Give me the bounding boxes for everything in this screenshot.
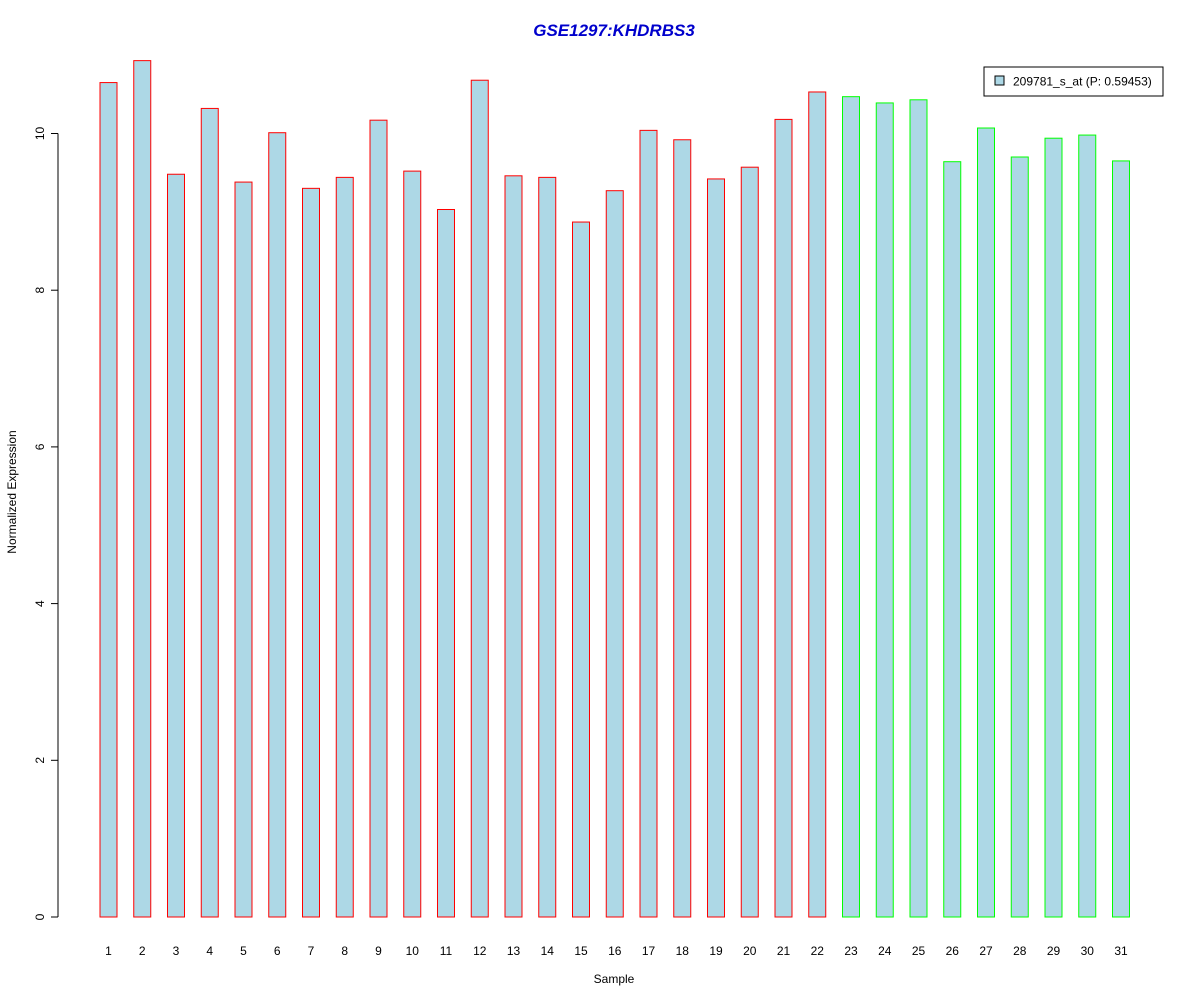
x-tick-label: 29 [1047, 944, 1061, 958]
bar [437, 208, 455, 918]
legend-swatch [994, 75, 1005, 86]
x-tick-label: 18 [676, 944, 690, 958]
x-tick-label: 19 [709, 944, 723, 958]
y-tick-label: 2 [33, 757, 47, 764]
x-axis-label: Sample [594, 972, 635, 986]
bar [1044, 137, 1063, 918]
x-axis-tick-labels: 1 2 3 4 5 6 7 8 9 10 11 12 13 14 15 16 17 18 19 20 21 22 23 24 2… [105, 944, 1128, 958]
bars [99, 60, 1130, 918]
y-axis-label: Normalized Expression [5, 430, 19, 553]
bar [875, 102, 894, 918]
bar [470, 79, 489, 918]
x-tick-label: 12 [473, 944, 487, 958]
x-tick-label: 1 [105, 944, 112, 958]
bar [707, 178, 725, 918]
legend-label: 209781_s_at (P: 0.59453) [1013, 75, 1152, 89]
bar [538, 176, 557, 918]
x-tick-label: 15 [574, 944, 588, 958]
x-tick-label: 6 [274, 944, 281, 958]
bar [268, 132, 287, 918]
x-tick-label: 21 [777, 944, 791, 958]
bar [977, 127, 995, 918]
bar [572, 221, 590, 918]
x-tick-label: 13 [507, 944, 521, 958]
bar [774, 118, 793, 918]
bar [99, 82, 118, 918]
x-tick-label: 23 [844, 944, 858, 958]
x-tick-label: 28 [1013, 944, 1027, 958]
x-tick-label: 4 [206, 944, 213, 958]
y-tick-label: 10 [33, 127, 47, 141]
x-tick-label: 5 [240, 944, 247, 958]
x-tick-label: 31 [1114, 944, 1128, 958]
x-tick-label: 20 [743, 944, 757, 958]
x-tick-label: 30 [1081, 944, 1095, 958]
x-tick-label: 16 [608, 944, 622, 958]
bar [909, 99, 928, 918]
bar [842, 96, 860, 918]
bar [302, 187, 320, 918]
bar [1112, 160, 1130, 918]
chart-title: GSE1297:KHDRBS3 [533, 21, 695, 40]
x-tick-label: 2 [139, 944, 146, 958]
x-tick-label: 10 [406, 944, 420, 958]
bar [605, 190, 624, 918]
y-tick-label: 4 [33, 600, 47, 607]
bar [639, 129, 658, 918]
bar [504, 175, 523, 918]
y-tick-label: 8 [33, 287, 47, 294]
bar [369, 119, 388, 918]
x-tick-label: 26 [946, 944, 960, 958]
bar [740, 166, 759, 918]
y-tick-label: 0 [33, 913, 47, 920]
bar [673, 139, 692, 918]
x-tick-label: 17 [642, 944, 656, 958]
x-tick-label: 22 [811, 944, 825, 958]
x-tick-label: 11 [440, 944, 453, 958]
x-tick-label: 3 [173, 944, 180, 958]
bar [335, 176, 354, 918]
x-tick-label: 25 [912, 944, 926, 958]
x-tick-label: 9 [375, 944, 382, 958]
x-tick-label: 8 [341, 944, 348, 958]
y-axis-ticks: 0 2 4 6 8 10 [33, 127, 58, 920]
y-tick-label: 6 [33, 443, 47, 450]
legend-box [983, 66, 1164, 97]
bar [808, 91, 827, 918]
bar [1010, 156, 1029, 918]
bar [133, 60, 152, 918]
bar [403, 170, 422, 918]
legend: 209781_s_at (P: 0.59453) [983, 66, 1164, 97]
x-tick-label: 14 [541, 944, 555, 958]
bar [200, 107, 219, 918]
bar [167, 173, 185, 918]
bar [943, 161, 962, 918]
bar [1078, 134, 1097, 918]
x-tick-label: 24 [878, 944, 892, 958]
x-tick-label: 7 [308, 944, 315, 958]
bar [234, 181, 253, 918]
x-tick-label: 27 [979, 944, 993, 958]
